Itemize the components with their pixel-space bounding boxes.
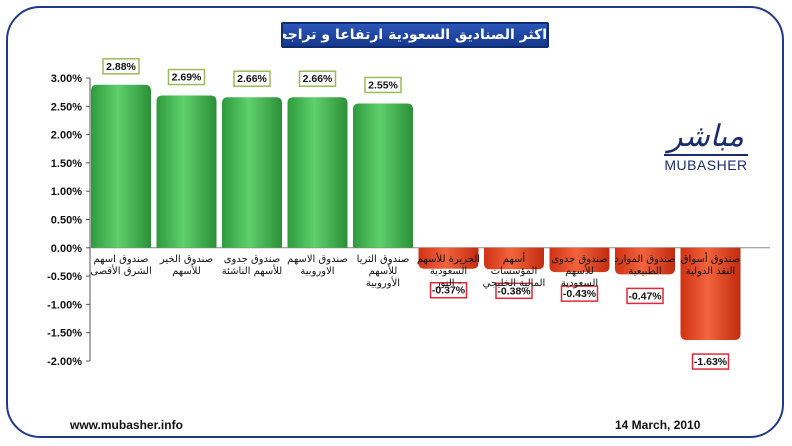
value-label-box	[429, 281, 468, 299]
category-label: الجزيرة للأسهم	[417, 252, 480, 265]
value-label: 2.66%	[237, 73, 267, 85]
value-label: 2.66%	[303, 73, 333, 85]
category-label: صندوق الثريا	[357, 254, 410, 265]
value-label: -0.47%	[628, 290, 662, 302]
bar	[156, 95, 217, 248]
bar	[353, 103, 413, 248]
y-tick-label: -1.00%	[47, 299, 82, 311]
category-label: صندوق الموارد	[614, 254, 675, 265]
bar	[222, 97, 282, 248]
category-label: الاوروبية	[300, 266, 334, 277]
category-label: الشرق الأقصى	[90, 264, 151, 277]
y-tick-label: 3.00%	[51, 73, 82, 85]
y-tick-label: -1.50%	[47, 328, 82, 340]
bar	[287, 97, 348, 248]
y-tick-label: -0.50%	[47, 271, 82, 283]
y-tick-label: 0.00%	[51, 243, 82, 255]
mubasher-logo: مباشر MUBASHER	[658, 120, 754, 174]
y-tick-label: 2.00%	[51, 130, 82, 142]
logo-arabic-text: مباشر	[668, 119, 744, 154]
value-label: -0.43%	[563, 288, 597, 300]
chart-title: اكثر الصناديق السعودية ارتفاعا و تراجعا	[281, 22, 549, 48]
category-label: - النور	[435, 278, 462, 289]
value-label-box	[167, 68, 206, 86]
category-label: صندوق جدوى	[551, 254, 608, 265]
value-label-box	[691, 353, 730, 370]
bar	[418, 247, 479, 269]
category-label: صندوق أسواق	[681, 252, 740, 265]
bar	[484, 247, 544, 270]
bar	[549, 247, 610, 273]
value-label: -0.37%	[432, 285, 466, 297]
value-label-box	[560, 285, 599, 302]
category-label: صندوق الاسهم	[287, 254, 348, 265]
value-label: 2.69%	[172, 72, 202, 84]
category-label: المالية الخليجي	[483, 278, 546, 289]
category-label: الأوروبية	[366, 276, 400, 289]
bar	[615, 247, 675, 275]
y-tick-label: 0.50%	[51, 215, 82, 227]
y-tick-label: 1.50%	[51, 158, 82, 170]
y-tick-label: 2.50%	[51, 101, 82, 113]
category-label: صندوق الخير	[159, 254, 213, 265]
value-label: 2.55%	[368, 79, 398, 91]
value-label-box	[495, 282, 533, 300]
y-tick-label: 1.00%	[51, 186, 82, 198]
value-label: 2.88%	[106, 61, 136, 73]
category-label: السعودية	[561, 278, 598, 289]
category-label: للأسهم الناشئة	[222, 264, 282, 277]
category-label: السعودية	[430, 266, 467, 277]
footer-website: www.mubasher.info	[70, 418, 183, 432]
category-label: للأسهم	[172, 264, 201, 277]
value-label-box	[233, 70, 271, 87]
category-label: النقد الدولية	[686, 266, 736, 277]
footer-date: 14 March, 2010	[615, 418, 701, 432]
bar	[680, 247, 741, 341]
category-label: أسهم	[503, 252, 526, 265]
value-label-box	[626, 287, 664, 305]
y-tick-label: -2.00%	[47, 356, 82, 368]
value-label: -0.38%	[497, 285, 531, 297]
bar	[91, 84, 151, 248]
category-label: الطبيعية	[628, 266, 661, 277]
value-label-box	[298, 70, 337, 87]
category-label: صندوق جدوى	[224, 254, 281, 265]
category-label: صندوق اسهم	[94, 254, 149, 265]
value-label: -1.63%	[694, 356, 728, 368]
value-label-box	[364, 76, 402, 94]
category-label: للأسهم	[369, 264, 398, 277]
value-label-box	[102, 58, 140, 75]
logo-latin-text: MUBASHER	[664, 154, 748, 173]
category-label: المؤسسات	[491, 266, 538, 277]
category-label: للأسهم	[565, 264, 594, 277]
